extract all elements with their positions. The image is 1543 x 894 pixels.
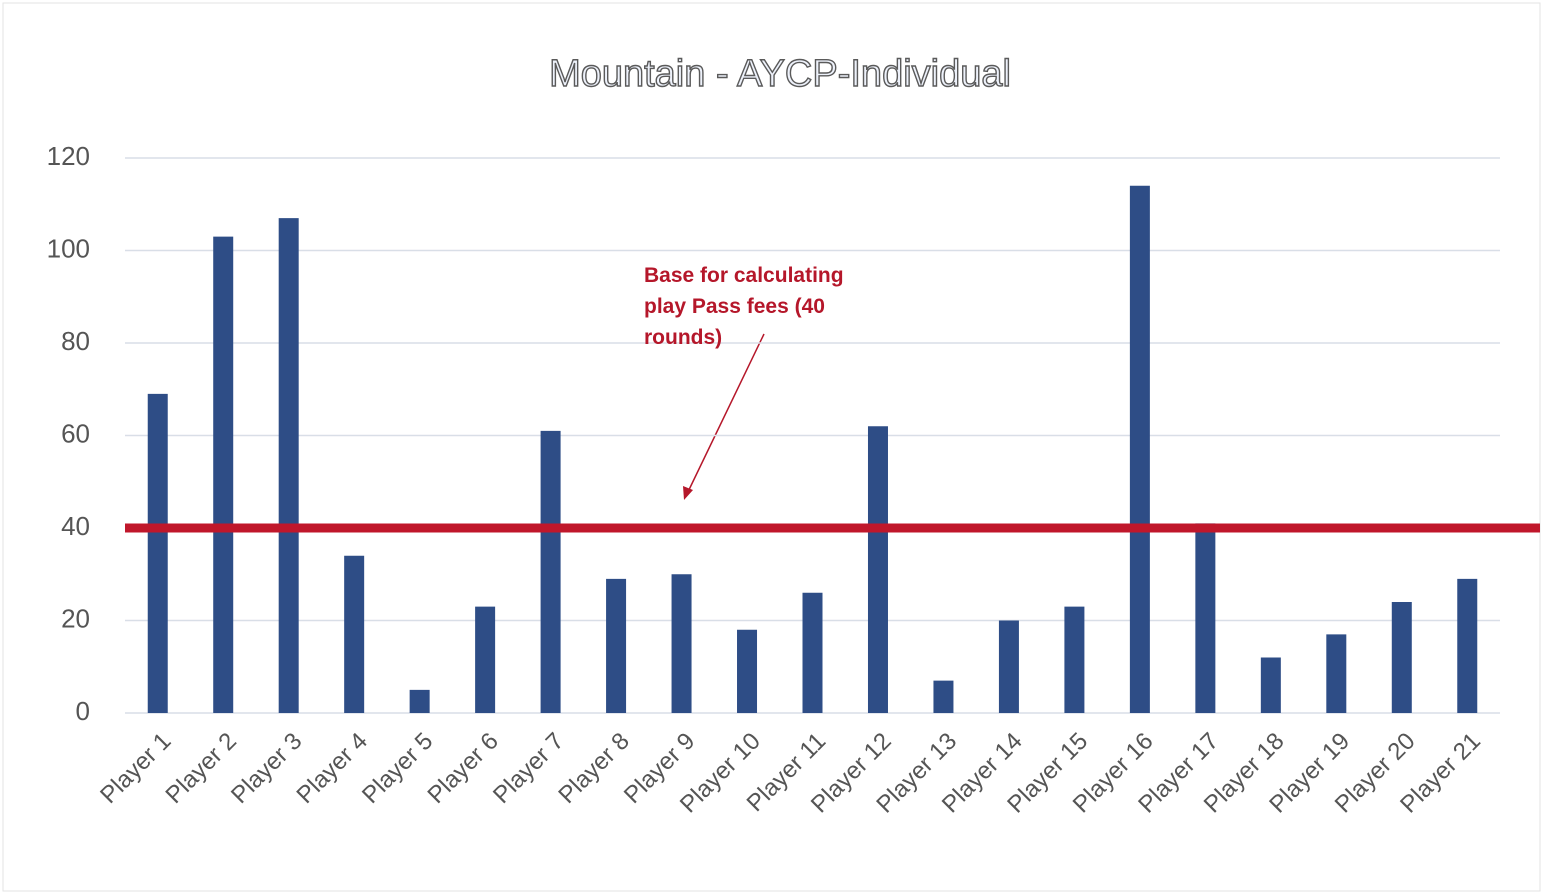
- bar: [933, 680, 954, 713]
- bar: [540, 430, 561, 713]
- bar: [1391, 602, 1412, 713]
- bar: [671, 574, 692, 713]
- bar: [147, 393, 168, 713]
- bar: [1326, 634, 1347, 713]
- bar: [213, 236, 234, 713]
- y-tick-label: 40: [61, 511, 90, 541]
- bar: [1064, 606, 1085, 713]
- y-tick-label: 60: [61, 418, 90, 448]
- bar: [867, 426, 888, 713]
- bar: [278, 218, 299, 713]
- chart-title: Mountain - AYCP-Individual: [549, 53, 1011, 95]
- bar: [409, 689, 430, 713]
- y-tick-label: 120: [47, 141, 90, 171]
- annotation-arrow: [685, 333, 765, 497]
- bar: [475, 606, 496, 713]
- y-tick-label: 20: [61, 603, 90, 633]
- bar: [1457, 578, 1478, 713]
- bar: [1260, 657, 1281, 713]
- y-tick-label: 80: [61, 326, 90, 356]
- bar: [344, 555, 365, 713]
- bar: [737, 629, 758, 713]
- annotation-arrowhead: [683, 486, 693, 500]
- bar: [606, 578, 627, 713]
- y-tick-label: 100: [47, 233, 90, 263]
- bar: [802, 592, 823, 713]
- bar: [1129, 185, 1150, 713]
- y-tick-label: 0: [76, 696, 90, 726]
- bar: [1195, 523, 1216, 713]
- bar: [998, 620, 1019, 713]
- annotation: Base for calculating play Pass fees (40 …: [644, 264, 844, 349]
